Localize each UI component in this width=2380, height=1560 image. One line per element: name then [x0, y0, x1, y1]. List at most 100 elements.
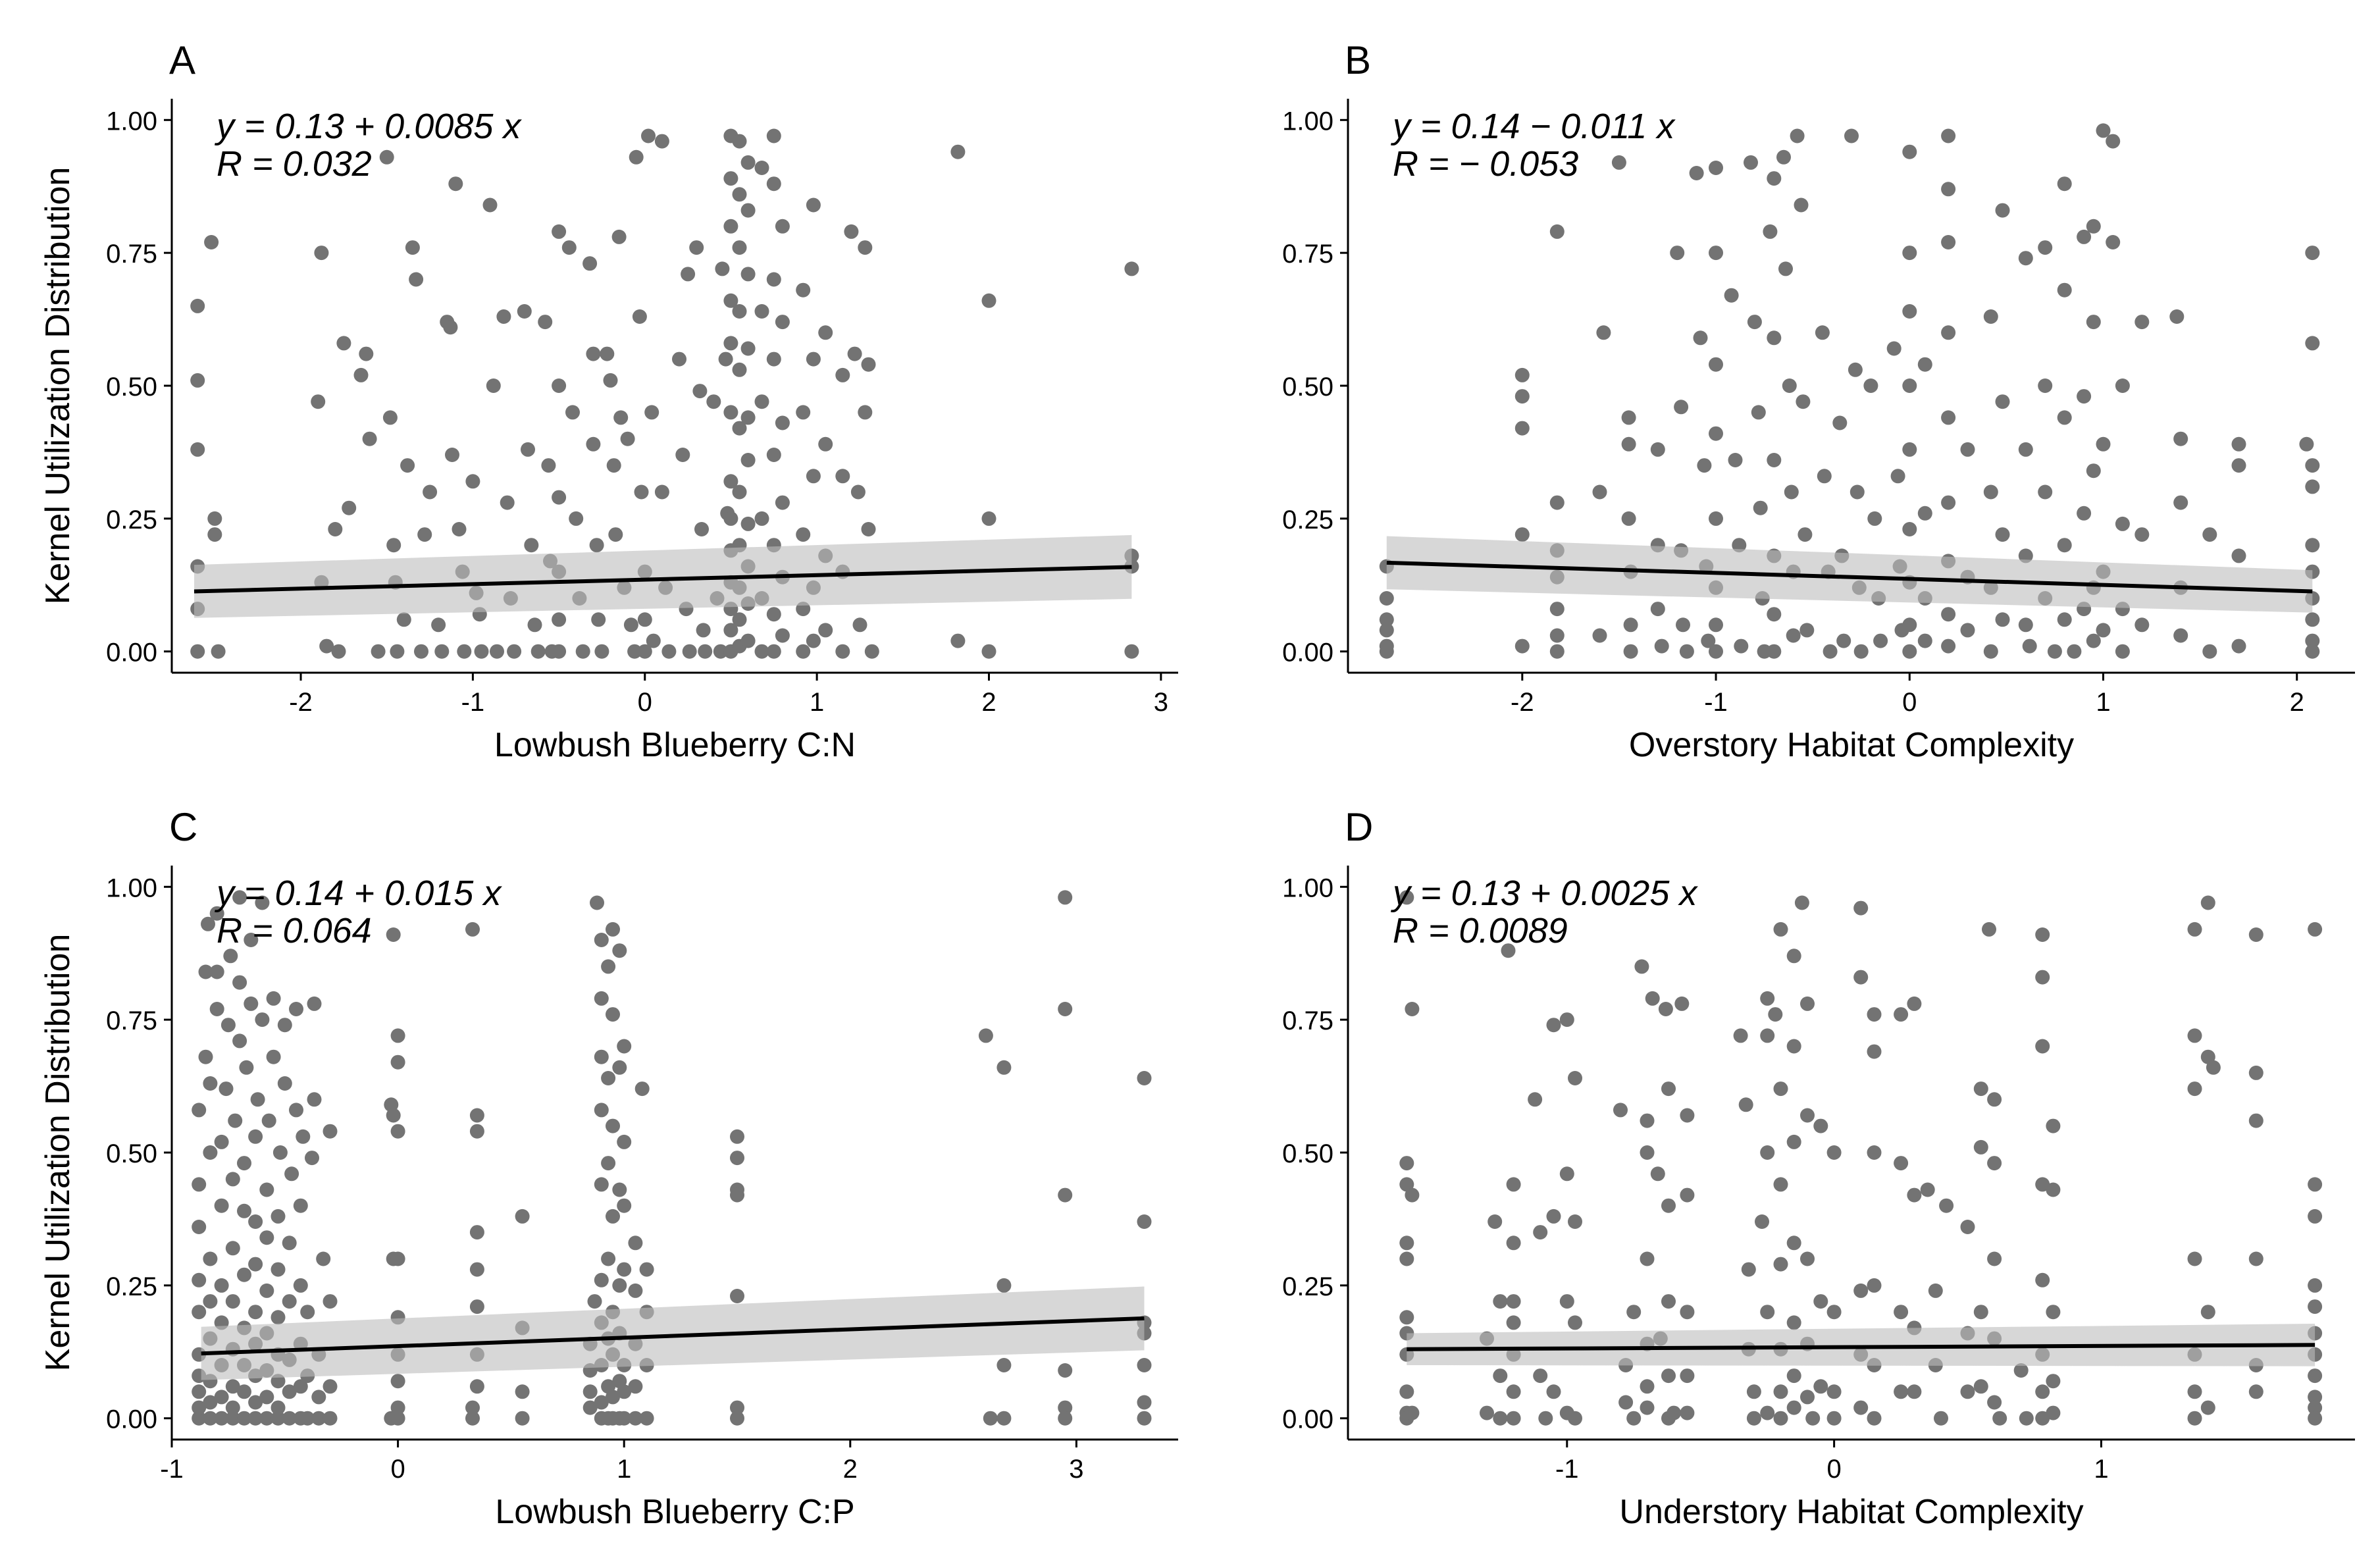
data-point [259, 1283, 274, 1298]
data-point [259, 1230, 274, 1245]
data-point [582, 1400, 598, 1415]
data-point [694, 522, 709, 536]
data-point [1987, 1156, 2002, 1171]
data-point [2231, 436, 2246, 452]
data-point [225, 1172, 240, 1187]
data-point [2305, 612, 2320, 627]
data-point [730, 1411, 744, 1426]
data-point [1596, 325, 1611, 340]
data-point [1621, 511, 1636, 526]
data-point [517, 304, 532, 319]
data-point [2086, 633, 2101, 648]
data-point [1654, 638, 1669, 654]
data-point [386, 1108, 401, 1123]
x-tick-label: 2 [2290, 688, 2304, 717]
data-point [606, 458, 621, 473]
y-tick-label: 1.00 [106, 107, 157, 136]
data-point [192, 1220, 207, 1234]
data-point [244, 996, 259, 1011]
data-point [1618, 1395, 1634, 1410]
data-point [524, 538, 539, 553]
data-point [2134, 617, 2150, 633]
data-point [606, 1390, 620, 1405]
x-tick-label: 0 [1826, 1455, 1841, 1484]
data-point [1902, 378, 1917, 393]
data-point [732, 240, 747, 255]
data-point [1559, 1012, 1574, 1027]
data-point [469, 1379, 484, 1394]
data-point [214, 1198, 229, 1213]
data-point [2047, 644, 2062, 659]
data-point [1786, 949, 1801, 964]
data-point [796, 282, 811, 298]
data-point [654, 484, 669, 500]
data-point [844, 224, 859, 239]
data-point [612, 1182, 627, 1197]
data-point [552, 644, 567, 659]
data-point [1670, 246, 1685, 261]
data-point [2308, 1177, 2323, 1192]
data-point [1514, 638, 1530, 654]
data-point [2187, 1028, 2202, 1043]
data-point [1836, 633, 1851, 648]
data-point [2013, 1363, 2029, 1378]
data-point [594, 933, 609, 947]
data-point [1658, 1002, 1673, 1016]
data-point [637, 644, 652, 659]
data-point [732, 484, 747, 500]
data-point [1817, 469, 1832, 484]
data-point [530, 644, 546, 659]
data-point [1763, 224, 1778, 239]
data-point [248, 1305, 263, 1320]
data-point [775, 415, 790, 430]
data-point [981, 644, 996, 659]
data-point [207, 511, 222, 526]
data-point [1568, 1411, 1582, 1426]
data-point [1493, 1294, 1508, 1309]
data-point [2202, 527, 2217, 542]
data-point [2038, 240, 2053, 255]
data-point [311, 394, 326, 409]
data-point [482, 197, 498, 213]
data-point [590, 895, 604, 910]
data-point [1987, 1251, 2002, 1266]
data-point [2115, 378, 2130, 393]
data-point [2305, 479, 2320, 494]
data-point [1907, 1384, 1922, 1399]
data-point [211, 644, 226, 659]
data-point [248, 1395, 263, 1410]
data-point [1058, 1411, 1073, 1426]
data-point [232, 1033, 247, 1049]
y-tick-label: 0.00 [1282, 638, 1333, 667]
data-point [754, 394, 769, 409]
data-point [469, 1108, 484, 1123]
data-point [1853, 644, 1869, 659]
data-point [1709, 357, 1723, 372]
data-point [1800, 996, 1815, 1011]
data-point [203, 1411, 218, 1426]
data-point [1960, 623, 1975, 638]
data-point [414, 644, 428, 659]
data-point [390, 1124, 405, 1139]
data-point [541, 458, 556, 473]
data-point [730, 1129, 744, 1144]
data-point [2035, 1039, 2050, 1054]
data-point [1939, 1198, 1954, 1213]
data-point [244, 933, 259, 947]
data-point [223, 949, 238, 964]
data-point [818, 325, 833, 340]
data-point [2057, 538, 2072, 553]
data-point [2086, 219, 2101, 234]
data-point [259, 1390, 274, 1405]
data-point [1747, 315, 1762, 330]
x-tick-label: 3 [1069, 1455, 1083, 1484]
data-point [740, 155, 756, 170]
data-point [732, 362, 747, 377]
data-point [594, 1177, 609, 1192]
data-point [861, 522, 876, 536]
x-tick-label: 1 [810, 688, 824, 717]
data-point [806, 469, 821, 484]
panel-label: C [169, 805, 197, 849]
data-point [2018, 251, 2033, 266]
data-point [1514, 367, 1530, 382]
